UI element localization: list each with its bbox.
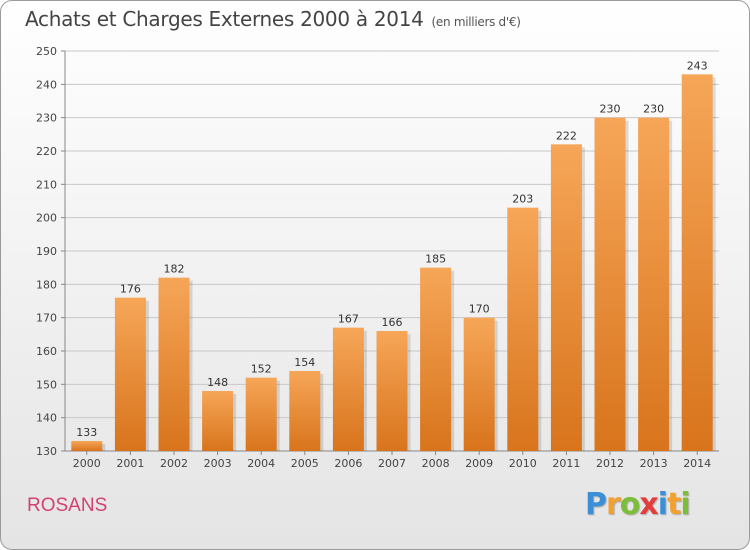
- bar-value-label: 182: [164, 263, 185, 276]
- bar-value-label: 222: [556, 129, 577, 142]
- logo-letter: P: [585, 487, 607, 522]
- bar: [463, 317, 495, 451]
- bar-value-label: 230: [643, 103, 664, 116]
- bar-value-label: 154: [294, 356, 315, 369]
- y-tick-label: 230: [36, 112, 57, 125]
- chart-title: Achats et Charges Externes 2000 à 2014 (e…: [25, 7, 521, 31]
- bar: [550, 144, 582, 452]
- labels: 130 140 150 160 170 180 190 200 210 220 230 240 250 1…: [36, 45, 711, 470]
- proxiti-logo: Proxiti: [585, 487, 691, 522]
- bars: [71, 74, 716, 452]
- bar: [638, 117, 670, 452]
- x-tick-label: 2008: [422, 457, 450, 470]
- bar-value-label: 170: [469, 303, 490, 316]
- bar: [594, 117, 626, 452]
- bar-value-label: 152: [251, 363, 272, 376]
- logo-letter: o: [619, 487, 641, 522]
- y-tick-label: 200: [36, 212, 57, 225]
- y-tick-label: 150: [36, 378, 57, 391]
- bar-value-label: 203: [512, 193, 533, 206]
- bar-value-label: 148: [207, 376, 228, 389]
- bar: [202, 391, 234, 451]
- x-tick-label: 2004: [247, 457, 275, 470]
- bar: [376, 331, 408, 451]
- x-tick-label: 2009: [465, 457, 493, 470]
- logo-letter: x: [639, 487, 658, 522]
- y-tick-label: 250: [36, 45, 57, 58]
- y-tick-label: 240: [36, 78, 57, 91]
- bar-value-label: 167: [338, 313, 359, 326]
- logo-letter: i: [657, 487, 668, 522]
- bar: [681, 74, 713, 451]
- y-tick-label: 210: [36, 178, 57, 191]
- x-tick-label: 2007: [378, 457, 406, 470]
- bar-value-label: 185: [425, 253, 446, 266]
- x-tick-label: 2003: [204, 457, 232, 470]
- bar: [71, 441, 103, 451]
- x-tick-label: 2012: [596, 457, 624, 470]
- bar: [158, 277, 190, 451]
- bar-value-label: 133: [76, 426, 97, 439]
- x-tick-label: 2011: [552, 457, 580, 470]
- bar: [332, 327, 364, 451]
- x-tick-label: 2010: [509, 457, 537, 470]
- y-tick-label: 130: [36, 445, 57, 458]
- y-tick-label: 180: [36, 278, 57, 291]
- logo-letter: i: [680, 487, 690, 522]
- x-tick-label: 2002: [160, 457, 188, 470]
- x-tick-label: 2001: [116, 457, 144, 470]
- x-tick-label: 2005: [291, 457, 319, 470]
- bar-value-label: 243: [687, 59, 708, 72]
- bar: [114, 297, 146, 451]
- chart-title-text: Achats et Charges Externes 2000 à 2014: [25, 7, 424, 31]
- x-tick-label: 2000: [73, 457, 101, 470]
- y-tick-label: 220: [36, 145, 57, 158]
- y-tick-label: 190: [36, 245, 57, 258]
- commune-name: ROSANS: [27, 495, 108, 516]
- bar: [289, 371, 321, 451]
- x-tick-label: 2006: [334, 457, 362, 470]
- bar: [245, 377, 277, 451]
- bar-value-label: 230: [600, 103, 621, 116]
- y-tick-label: 170: [36, 312, 57, 325]
- x-tick-label: 2013: [640, 457, 668, 470]
- logo-letter: t: [667, 487, 681, 522]
- y-tick-label: 160: [36, 345, 57, 358]
- chart-subtitle: (en milliers d'€): [431, 15, 521, 29]
- x-tick-label: 2014: [683, 457, 711, 470]
- logo-letter: r: [606, 487, 621, 522]
- y-tick-label: 140: [36, 412, 57, 425]
- bar: [507, 207, 539, 451]
- bar-value-label: 176: [120, 283, 141, 296]
- bar-value-label: 166: [382, 316, 403, 329]
- bar: [420, 267, 452, 451]
